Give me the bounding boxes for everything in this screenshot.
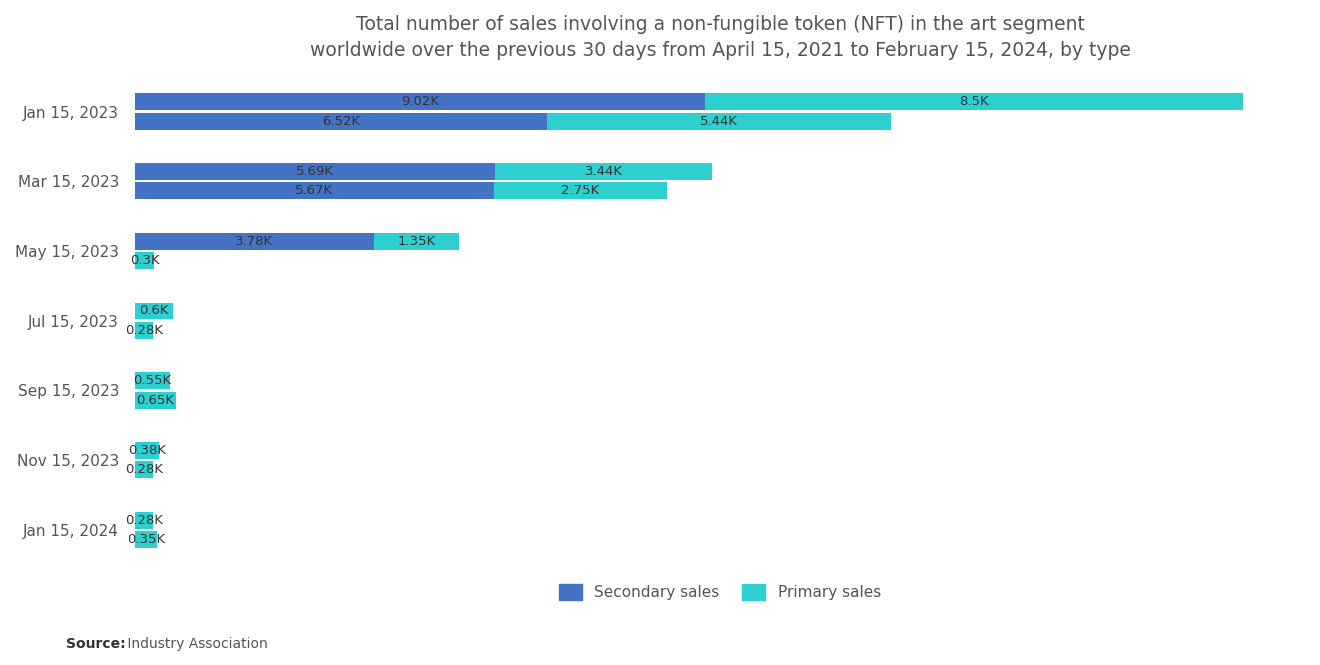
Bar xyxy=(135,511,153,529)
Bar xyxy=(135,322,153,339)
Bar xyxy=(135,372,170,389)
Bar xyxy=(374,233,459,250)
Text: Industry Association: Industry Association xyxy=(123,637,268,652)
Bar xyxy=(495,163,713,180)
Text: 5.67K: 5.67K xyxy=(296,184,334,198)
Bar xyxy=(135,462,153,478)
Text: 8.5K: 8.5K xyxy=(960,95,989,108)
Bar xyxy=(135,233,374,250)
Text: 0.35K: 0.35K xyxy=(127,533,165,546)
Bar xyxy=(548,113,891,130)
Bar xyxy=(705,93,1243,110)
Text: 0.28K: 0.28K xyxy=(125,464,162,476)
Legend: Secondary sales, Primary sales: Secondary sales, Primary sales xyxy=(560,584,880,600)
Bar xyxy=(135,163,495,180)
Text: 9.02K: 9.02K xyxy=(401,95,440,108)
Text: 3.44K: 3.44K xyxy=(585,165,623,178)
Text: 0.55K: 0.55K xyxy=(133,374,172,387)
Text: 1.35K: 1.35K xyxy=(397,235,436,248)
Text: 0.38K: 0.38K xyxy=(128,444,166,457)
Text: 0.3K: 0.3K xyxy=(129,254,160,267)
Text: 3.78K: 3.78K xyxy=(235,235,273,248)
Text: 0.28K: 0.28K xyxy=(125,324,162,337)
Text: Source:: Source: xyxy=(66,637,125,652)
Bar xyxy=(135,93,705,110)
Bar xyxy=(135,182,494,200)
Text: 2.75K: 2.75K xyxy=(561,184,599,198)
Bar xyxy=(494,182,668,200)
Text: 0.6K: 0.6K xyxy=(139,305,169,317)
Text: 0.28K: 0.28K xyxy=(125,513,162,527)
Bar xyxy=(135,531,157,548)
Bar xyxy=(135,442,158,459)
Bar xyxy=(135,252,154,269)
Text: 5.44K: 5.44K xyxy=(701,115,738,128)
Text: 6.52K: 6.52K xyxy=(322,115,360,128)
Bar xyxy=(135,392,176,408)
Title: Total number of sales involving a non-fungible token (NFT) in the art segment
wo: Total number of sales involving a non-fu… xyxy=(310,15,1130,61)
Text: 0.65K: 0.65K xyxy=(136,394,174,406)
Bar xyxy=(135,113,548,130)
Text: 5.69K: 5.69K xyxy=(296,165,334,178)
Bar xyxy=(135,303,173,319)
